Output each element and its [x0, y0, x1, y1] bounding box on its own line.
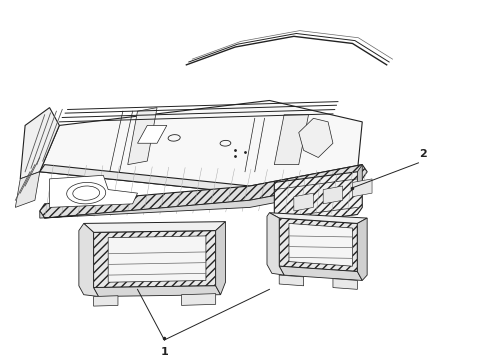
Polygon shape: [274, 115, 309, 165]
Polygon shape: [138, 125, 167, 143]
Polygon shape: [274, 172, 362, 225]
Polygon shape: [49, 175, 138, 207]
Polygon shape: [40, 165, 362, 193]
Polygon shape: [79, 224, 98, 297]
Polygon shape: [94, 296, 118, 306]
Polygon shape: [181, 294, 216, 305]
Polygon shape: [128, 108, 157, 165]
Polygon shape: [216, 222, 225, 295]
Polygon shape: [357, 218, 367, 280]
Polygon shape: [40, 179, 362, 218]
Polygon shape: [357, 165, 362, 193]
Polygon shape: [299, 118, 333, 157]
Polygon shape: [40, 100, 362, 193]
Polygon shape: [94, 230, 216, 288]
Text: 1: 1: [161, 347, 168, 357]
Polygon shape: [323, 186, 343, 204]
Polygon shape: [40, 165, 367, 218]
Polygon shape: [289, 224, 352, 266]
Polygon shape: [108, 236, 206, 282]
Polygon shape: [279, 275, 304, 286]
Polygon shape: [279, 218, 357, 271]
Polygon shape: [294, 193, 314, 211]
Polygon shape: [333, 279, 357, 289]
Polygon shape: [270, 213, 367, 224]
Polygon shape: [352, 179, 372, 197]
Polygon shape: [15, 172, 40, 207]
Text: 2: 2: [419, 149, 427, 159]
Polygon shape: [267, 213, 284, 275]
Polygon shape: [20, 108, 59, 179]
Polygon shape: [84, 222, 225, 232]
Polygon shape: [279, 266, 362, 280]
Polygon shape: [94, 286, 220, 297]
